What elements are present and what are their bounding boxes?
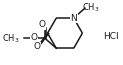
Text: O: O (34, 42, 41, 51)
Text: N: N (70, 14, 77, 23)
Text: CH$_3$: CH$_3$ (82, 2, 100, 14)
Text: HCl: HCl (103, 32, 119, 41)
Text: O: O (30, 33, 37, 42)
Text: O: O (39, 20, 46, 29)
Text: CH$_3$: CH$_3$ (2, 32, 20, 45)
